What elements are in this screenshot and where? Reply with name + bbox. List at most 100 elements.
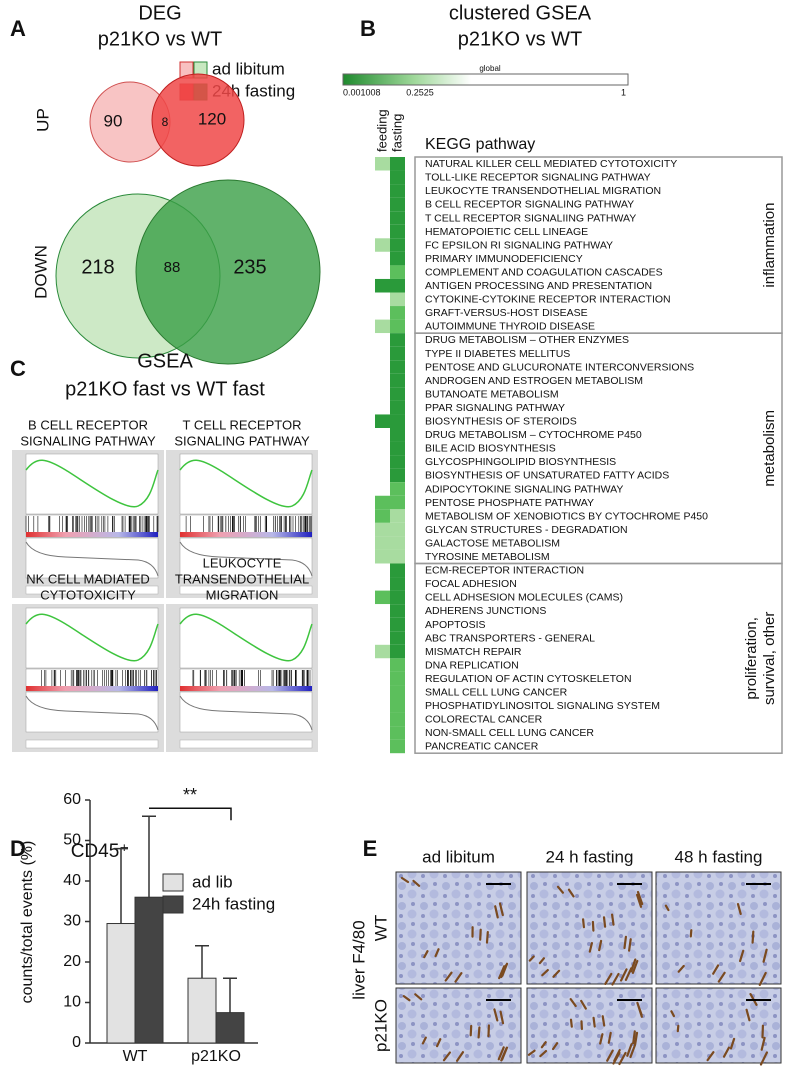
rank-curve [179, 541, 313, 577]
pathway-name: NON-SMALL CELL LUNG CANCER [425, 727, 594, 739]
heatmap-cell [375, 482, 390, 496]
stained-cells [664, 903, 768, 986]
heatmap-cell [375, 509, 390, 523]
column-label: feeding [374, 109, 389, 152]
pathway-name: B CELL RECEPTOR SIGNALING PATHWAY [425, 199, 634, 211]
pathway-name: DRUG METABOLISM – OTHER ENZYMES [425, 334, 629, 346]
group-label: proliferation, [743, 617, 760, 700]
plot-title: TRANSENDOTHELIAL [175, 571, 309, 586]
row-label: p21KO [371, 999, 390, 1052]
pathway-name: ADIPOCYTOKINE SIGNALING PATHWAY [425, 483, 623, 495]
pathway-name: BIOSYNTHESIS OF UNSATURATED FATTY ACIDS [425, 470, 669, 482]
heatmap-cell [390, 360, 405, 374]
pathway-name: ABC TRANSPORTERS - GENERAL [425, 632, 595, 644]
plot-area [25, 607, 159, 669]
venn-count: 235 [233, 256, 266, 278]
bar [215, 1012, 245, 1044]
scale-title: global [479, 64, 501, 73]
pathway-name: PENTOSE PHOSPHATE PATHWAY [425, 497, 594, 509]
heatmap-cell [390, 414, 405, 428]
heatmap-cell [390, 726, 405, 740]
heatmap-cell [390, 265, 405, 279]
pathway-name: COLORECTAL CANCER [425, 714, 543, 726]
heatmap-cell [390, 455, 405, 469]
venn-count: 88 [164, 259, 181, 276]
legend-label: 24h fasting [192, 894, 275, 913]
heatmap-cell [375, 644, 390, 659]
bar [187, 977, 217, 1044]
y-tick-label: 20 [63, 953, 81, 970]
heatmap-cell [390, 509, 405, 523]
subtitle: p21KO vs WT [458, 28, 582, 50]
pathway-name: FOCAL ADHESION [425, 578, 517, 590]
heatmap-cell [390, 333, 405, 347]
plot-area [179, 453, 313, 515]
heatmap-cell [375, 170, 390, 185]
heatmap-cell [375, 278, 390, 293]
rank-curve [25, 695, 159, 731]
rank-bar [180, 532, 312, 537]
enrichment-curve [179, 613, 313, 662]
rank-bar [26, 532, 158, 537]
pathway-name: CELL ADHSESION MOLECULES (CAMS) [425, 592, 623, 604]
bar [134, 896, 164, 1044]
heatmap-cell [390, 346, 405, 361]
heatmap-cell [375, 455, 390, 469]
pathway-name: PANCREATIC CANCER [425, 741, 539, 753]
heatmap-cell [390, 184, 405, 198]
plot-legend [25, 585, 159, 595]
heatmap-cell [390, 644, 405, 659]
micrograph [655, 871, 782, 985]
y-tick-label: 60 [63, 791, 81, 808]
heatmap-cell [375, 414, 390, 428]
bar [106, 923, 136, 1044]
pathway-name: HEMATOPOIETIC CELL LINEAGE [425, 226, 588, 238]
stained-cells [402, 993, 509, 1062]
heatmap-cell [390, 617, 405, 632]
heatmap-cell [390, 278, 405, 293]
venn-count: 120 [198, 109, 226, 128]
plot-title: B CELL RECEPTOR [28, 417, 148, 432]
plot-title: NK CELL MADIATED [26, 571, 150, 586]
heatmap-cell [375, 360, 390, 374]
plot-title: MIGRATION [206, 587, 279, 602]
stained-cells [527, 998, 643, 1066]
pathway-name: ANTIGEN PROCESSING AND PRESENTATION [425, 280, 652, 292]
pathway-name: ANDROGEN AND ESTROGEN METABOLISM [425, 375, 643, 387]
error-bar [142, 815, 156, 898]
heatmap-cell [375, 387, 390, 401]
scale-label: 1 [621, 87, 626, 97]
heatmap-cell [375, 495, 390, 510]
heatmap-cell [390, 238, 405, 252]
heatmap-cell [375, 577, 390, 591]
error-bar [114, 847, 128, 924]
heatmap-cell [375, 346, 390, 361]
heatmap-cell [375, 292, 390, 307]
color-scale [342, 73, 629, 86]
heatmap-cell [375, 739, 390, 754]
heatmap-cell [390, 482, 405, 496]
heatmap-cell [375, 712, 390, 727]
venn-count: 8 [162, 115, 169, 129]
pathway-name: PRIMARY IMMUNODEFICIENCY [425, 253, 583, 265]
scale-label: 0.2525 [406, 87, 434, 97]
pathway-name: BILE ACID BIOSYNTHESIS [425, 443, 556, 455]
heatmap-cell [375, 522, 390, 537]
pathway-name: METABOLISM OF XENOBIOTICS BY CYTOCHROME … [425, 510, 708, 522]
title: clustered GSEA [449, 2, 592, 24]
plot-legend [179, 585, 313, 595]
legend-swatch [162, 873, 184, 892]
pathway-name: T CELL RECEPTOR SIGNALIING PATHWAY [425, 212, 636, 224]
heatmap-cell [375, 468, 390, 483]
pathway-name: MISMATCH REPAIR [425, 646, 522, 658]
hit-lines [25, 516, 159, 532]
panel-letter: C [10, 356, 26, 381]
pathway-name: DNA REPLICATION [425, 659, 519, 671]
plot-title: SIGNALING PATHWAY [20, 433, 156, 448]
heatmap-cell [390, 428, 405, 442]
annotation: ** [183, 785, 197, 805]
panel-letter: B [360, 16, 376, 41]
pathway-name: GALACTOSE METABOLISM [425, 537, 560, 549]
pathway-name: NATURAL KILLER CELL MEDIATED CYTOTOXICIT… [425, 158, 677, 170]
